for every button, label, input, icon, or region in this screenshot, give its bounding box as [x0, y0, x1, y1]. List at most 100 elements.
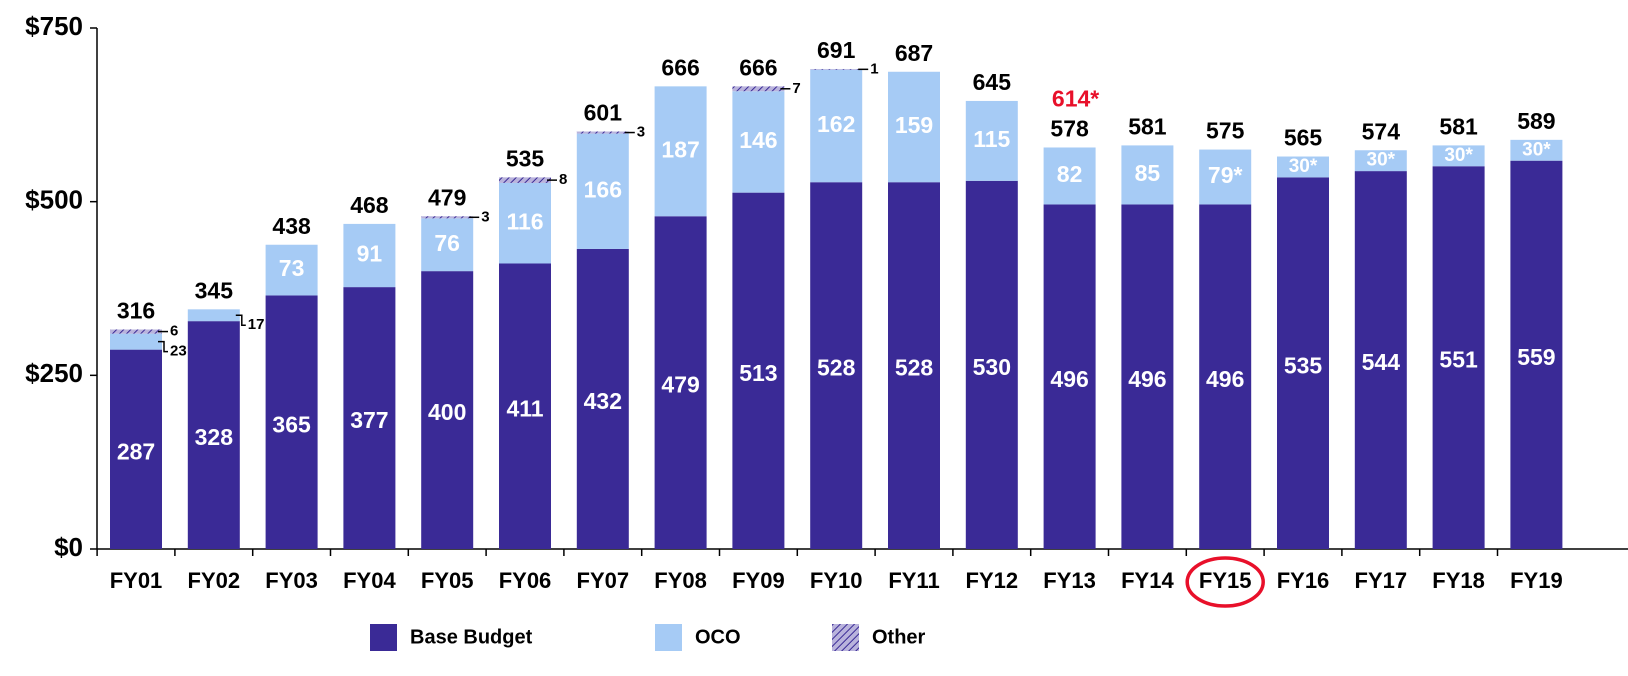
bar-segment: [110, 329, 162, 334]
bar-label: 496: [1128, 366, 1166, 392]
bar-segment: [732, 192, 785, 550]
x-tick-label: FY12: [966, 568, 1019, 593]
bar-segment: [421, 218, 474, 272]
total-label: 691: [817, 37, 856, 63]
bar-segment: [187, 309, 240, 322]
x-tick-label: FY09: [732, 568, 785, 593]
bar-label: 535: [1284, 352, 1323, 378]
bar-segment: [654, 216, 707, 549]
bar-segment: [810, 182, 863, 549]
bar-segment: [965, 100, 1018, 181]
total-label: 565: [1284, 125, 1323, 151]
x-tick-label: FY06: [499, 568, 552, 593]
bar-segment: [810, 69, 863, 183]
bar-label: 82: [1057, 161, 1083, 187]
x-tick-label: FY14: [1121, 568, 1174, 593]
x-tick-label: FY01: [110, 568, 163, 593]
bar-segment: [1121, 204, 1174, 550]
bar-segment: [1277, 177, 1329, 549]
bar-segment: [888, 182, 940, 549]
bar-segment: [499, 177, 551, 183]
bar-label: 115: [973, 126, 1010, 152]
bar-segment: [1043, 147, 1096, 205]
bar-label: 530: [973, 354, 1011, 380]
bar-segment: [1510, 160, 1563, 549]
label-leader: [158, 340, 168, 353]
bar-label: 187: [661, 136, 699, 162]
bar-label: 3: [481, 208, 489, 225]
bar-segment: [187, 321, 240, 549]
y-tick-label: $0: [54, 532, 83, 562]
bar-label: 432: [584, 388, 622, 414]
bar-label: 377: [350, 407, 388, 433]
bar-label: 17: [248, 316, 265, 333]
bar-segment: [965, 180, 1018, 549]
bar-label: 496: [1050, 366, 1088, 392]
bar-segment: [732, 86, 785, 92]
bar-segment: [1121, 145, 1174, 205]
bar-label: 1: [870, 60, 878, 77]
bar-segment: [499, 263, 551, 549]
total-label: 479: [428, 184, 466, 210]
bar-segment: [576, 248, 629, 550]
bar-label: 287: [117, 438, 155, 464]
x-tick-label: FY17: [1355, 568, 1408, 593]
bar-segment: [654, 86, 707, 217]
bar-segment: [110, 333, 162, 350]
legend-label: Base Budget: [410, 626, 533, 648]
bar-label: 159: [895, 112, 933, 138]
bar-segment: [343, 287, 396, 549]
total-label: 581: [1128, 113, 1167, 139]
x-tick-label: FY18: [1432, 568, 1485, 593]
bar-segment: [1354, 171, 1407, 550]
bar-segment: [1199, 149, 1252, 205]
bar-segment: [1432, 166, 1485, 550]
x-tick-label: FY05: [421, 568, 474, 593]
total-label: 345: [195, 277, 234, 303]
bar-label: 85: [1135, 160, 1161, 186]
legend-label: OCO: [695, 626, 741, 648]
total-label: 645: [973, 69, 1012, 95]
bar-label: 23: [170, 343, 187, 360]
bar-label: 3: [637, 124, 645, 141]
bar-label: 30*: [1367, 150, 1396, 171]
bar-label: 528: [817, 355, 856, 381]
bar-segment: [1432, 145, 1485, 167]
bar-label: 551: [1439, 347, 1478, 373]
highlight-circle: [1185, 556, 1265, 608]
bar-segment: [343, 223, 396, 288]
bar-label: 79*: [1208, 162, 1243, 188]
bar-segment: [576, 133, 629, 249]
bar-segment: [810, 68, 863, 70]
x-tick-label: FY07: [577, 568, 630, 593]
total-label: 574: [1362, 118, 1401, 144]
annotation: 614*: [1052, 86, 1099, 112]
x-tick-label: FY04: [343, 568, 396, 593]
bar-label: 544: [1362, 349, 1401, 375]
total-label: 601: [584, 100, 623, 126]
bar-label: 411: [506, 395, 543, 421]
x-tick-label: FY10: [810, 568, 863, 593]
bar-label: 496: [1206, 366, 1244, 392]
bar-label: 91: [357, 241, 383, 267]
legend-label: Other: [872, 626, 926, 648]
bar-segment: [1199, 204, 1252, 550]
x-tick-label: FY03: [265, 568, 318, 593]
bar-label: 30*: [1289, 156, 1318, 177]
x-tick-label: FY15: [1199, 568, 1252, 593]
total-label: 575: [1206, 118, 1245, 144]
legend-swatch: [370, 624, 397, 651]
bar-segment: [1510, 139, 1563, 161]
bar-segment: [576, 131, 629, 134]
bar-label: 146: [739, 127, 777, 153]
bar-segment: [110, 349, 162, 549]
bar-segment: [1277, 156, 1329, 178]
bar-label: 400: [428, 399, 466, 425]
bar-label: 528: [895, 355, 934, 381]
x-tick-label: FY02: [188, 568, 241, 593]
total-label: 687: [895, 40, 933, 66]
bar-label: 30*: [1444, 145, 1473, 166]
x-tick-label: FY08: [654, 568, 707, 593]
y-tick-label: $500: [25, 185, 83, 215]
